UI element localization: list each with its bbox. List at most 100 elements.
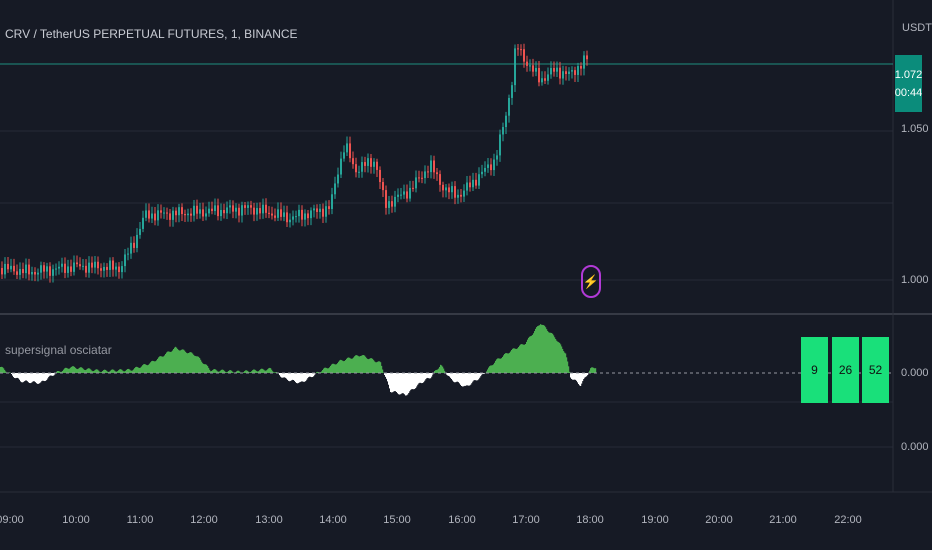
oscillator-bar xyxy=(471,373,473,384)
oscillator-bar xyxy=(225,371,227,373)
oscillator-bar xyxy=(543,325,545,373)
oscillator-bar xyxy=(182,349,184,373)
candle-body xyxy=(544,78,546,81)
oscillator-bar xyxy=(352,358,354,373)
oscillator-bar xyxy=(534,331,536,373)
candle-body xyxy=(187,213,189,216)
oscillator-bar xyxy=(58,371,60,373)
oscillator-bar xyxy=(441,365,443,373)
candle-body xyxy=(25,264,27,274)
candle-body xyxy=(184,214,186,216)
oscillator-bar xyxy=(401,373,403,394)
oscillator-bar xyxy=(348,357,350,373)
oscillator-bar xyxy=(81,367,83,373)
oscillator-bar xyxy=(309,373,311,377)
oscillator-bar xyxy=(214,369,216,373)
oscillator-bar xyxy=(69,368,71,373)
candle-body xyxy=(112,260,114,270)
oscillator-bar xyxy=(131,370,133,373)
oscillator-bar xyxy=(102,371,104,373)
oscillator-bar xyxy=(389,373,391,389)
lightning-icon[interactable]: ⚡ xyxy=(581,265,601,298)
oscillator-bar xyxy=(395,373,397,392)
candle-body xyxy=(163,212,165,214)
candle-body xyxy=(298,209,300,217)
oscillator-bar xyxy=(79,367,81,373)
oscillator-bar xyxy=(451,373,453,379)
oscillator-bar xyxy=(84,369,86,373)
oscillator-bar xyxy=(552,333,554,373)
candle-body xyxy=(442,184,444,191)
candle-body xyxy=(100,268,102,271)
oscillator-bar xyxy=(547,330,549,373)
oscillator-bar xyxy=(322,370,324,373)
oscillator-bar xyxy=(94,370,96,373)
oscillator-bar xyxy=(550,332,552,373)
oscillator-bar xyxy=(208,367,210,373)
oscillator-bar xyxy=(449,373,451,377)
oscillator-bar xyxy=(220,370,222,373)
oscillator-bar xyxy=(24,373,26,381)
candle-body xyxy=(76,262,78,265)
candle-body xyxy=(451,186,453,193)
oscillator-bar xyxy=(457,373,459,382)
oscillator-bar xyxy=(382,369,384,373)
oscillator-bar xyxy=(334,364,336,373)
indicator-axis-label: 0.000 xyxy=(901,441,929,453)
candle-body xyxy=(523,49,525,62)
candle-body xyxy=(490,164,492,171)
oscillator-bar xyxy=(219,371,221,373)
oscillator-bar xyxy=(381,365,383,373)
candle-body xyxy=(265,204,267,213)
candle-body xyxy=(217,205,219,217)
oscillator-bar xyxy=(257,371,259,373)
oscillator-bar xyxy=(351,358,353,373)
candle-body xyxy=(421,177,423,179)
oscillator-bar xyxy=(364,355,366,373)
oscillator-bar xyxy=(247,370,249,373)
oscillator-bar xyxy=(224,371,226,373)
oscillator-bar xyxy=(429,373,431,379)
time-tick-label: 09:00 xyxy=(0,514,24,526)
oscillator-bar xyxy=(26,373,28,381)
oscillator-bar xyxy=(202,363,204,373)
time-tick-label: 20:00 xyxy=(705,514,733,526)
candle-body xyxy=(556,67,558,72)
oscillator-bar xyxy=(282,373,284,378)
oscillator-bar xyxy=(59,371,61,373)
oscillator-bar xyxy=(199,357,201,373)
candle-body xyxy=(382,182,384,191)
oscillator-bar xyxy=(480,373,482,377)
oscillator-bar xyxy=(335,364,337,373)
oscillator-bar xyxy=(404,373,406,395)
oscillator-bar xyxy=(140,367,142,373)
oscillator-bar xyxy=(570,373,572,378)
oscillator-bar xyxy=(587,373,589,375)
oscillator-bar xyxy=(193,354,195,373)
currency-label[interactable]: USDT xyxy=(902,22,932,34)
symbol-title[interactable]: CRV / TetherUS PERPETUAL FUTURES, 1, BIN… xyxy=(5,27,298,41)
oscillator-bar xyxy=(359,356,361,373)
candle-body xyxy=(118,266,120,273)
oscillator-bar xyxy=(326,368,328,373)
oscillator-bar xyxy=(559,342,561,373)
oscillator-bar xyxy=(316,372,318,373)
oscillator-bar xyxy=(243,372,245,373)
oscillator-bar xyxy=(307,373,309,379)
oscillator-bar xyxy=(575,373,577,380)
indicator-title[interactable]: supersignal osciatar xyxy=(5,343,112,357)
oscillator-bar xyxy=(40,373,42,383)
oscillator-bar xyxy=(295,373,297,383)
oscillator-bar xyxy=(147,365,149,373)
oscillator-bar xyxy=(311,373,313,378)
oscillator-bar xyxy=(582,373,584,382)
oscillator-bar xyxy=(130,370,132,373)
oscillator-bar xyxy=(377,361,379,373)
oscillator-bar xyxy=(177,348,179,373)
candle-body xyxy=(583,55,585,69)
oscillator-bar xyxy=(12,373,14,376)
candle-body xyxy=(424,171,426,179)
oscillator-bar xyxy=(379,361,381,373)
